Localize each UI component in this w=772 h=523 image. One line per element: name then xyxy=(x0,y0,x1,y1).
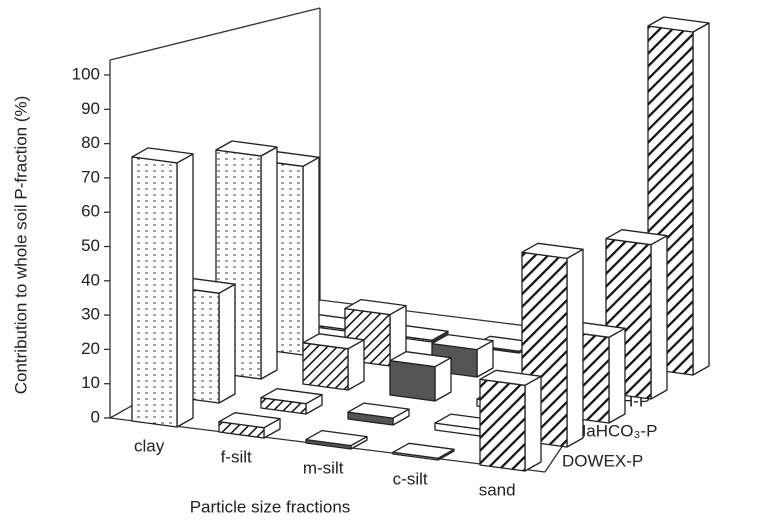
bar-side xyxy=(218,283,236,404)
bar-side xyxy=(692,22,710,376)
bar-side xyxy=(260,146,278,380)
bar-front xyxy=(479,378,526,472)
series-label: DOWEX-P xyxy=(562,451,643,470)
bar-top xyxy=(431,333,494,351)
bar-top xyxy=(218,412,281,429)
bar xyxy=(131,147,194,428)
bar xyxy=(218,412,281,439)
bar xyxy=(305,429,368,450)
bar-side xyxy=(608,327,626,424)
bar-side xyxy=(566,248,584,448)
bar-side xyxy=(524,375,542,472)
bar-top xyxy=(215,140,278,157)
bar-front xyxy=(302,342,349,391)
bar-top xyxy=(344,298,407,316)
y-axis-title: Contribution to whole soil P-fraction (%… xyxy=(11,96,30,395)
x-tick-label: c-silt xyxy=(393,469,428,488)
y-tick-label: 0 xyxy=(91,407,100,426)
y-tick-label: 60 xyxy=(81,202,100,221)
bar xyxy=(260,388,323,415)
bar xyxy=(302,333,365,391)
x-axis-title: Particle size fractions xyxy=(190,497,351,516)
bar-top xyxy=(389,351,452,368)
bar-top xyxy=(260,388,323,405)
bar xyxy=(392,442,455,461)
bar-side xyxy=(302,156,320,356)
y-tick-label: 50 xyxy=(81,236,100,255)
bar-top xyxy=(131,147,194,164)
bar-top xyxy=(302,333,365,350)
y-tick-label: 70 xyxy=(81,167,100,186)
y-tick-label: 10 xyxy=(81,373,100,392)
bar-top xyxy=(347,402,410,419)
bar-top xyxy=(392,442,455,459)
bar-top xyxy=(605,229,668,246)
bar-front xyxy=(389,360,436,402)
bar-top xyxy=(305,429,368,447)
y-tick-label: 100 xyxy=(72,64,100,83)
bar-side xyxy=(176,153,194,428)
bar xyxy=(479,369,542,472)
y-tick-label: 20 xyxy=(81,339,100,358)
x-tick-label: sand xyxy=(479,480,516,499)
x-tick-label: m-silt xyxy=(303,458,344,477)
series-label: NaHCO₃-P xyxy=(574,421,657,440)
y-tick-label: 30 xyxy=(81,305,100,324)
bar-front xyxy=(131,156,178,428)
bar-top xyxy=(479,369,542,386)
bar-top xyxy=(521,242,584,260)
x-tick-label: f-silt xyxy=(221,447,252,466)
y-tick-label: 90 xyxy=(81,99,100,118)
bar-side xyxy=(650,235,668,400)
bar xyxy=(389,351,452,402)
y-tick-label: 40 xyxy=(81,270,100,289)
bar-top xyxy=(647,16,710,33)
bar xyxy=(347,402,410,426)
y-tick-label: 80 xyxy=(81,133,100,152)
x-tick-label: clay xyxy=(134,436,165,455)
